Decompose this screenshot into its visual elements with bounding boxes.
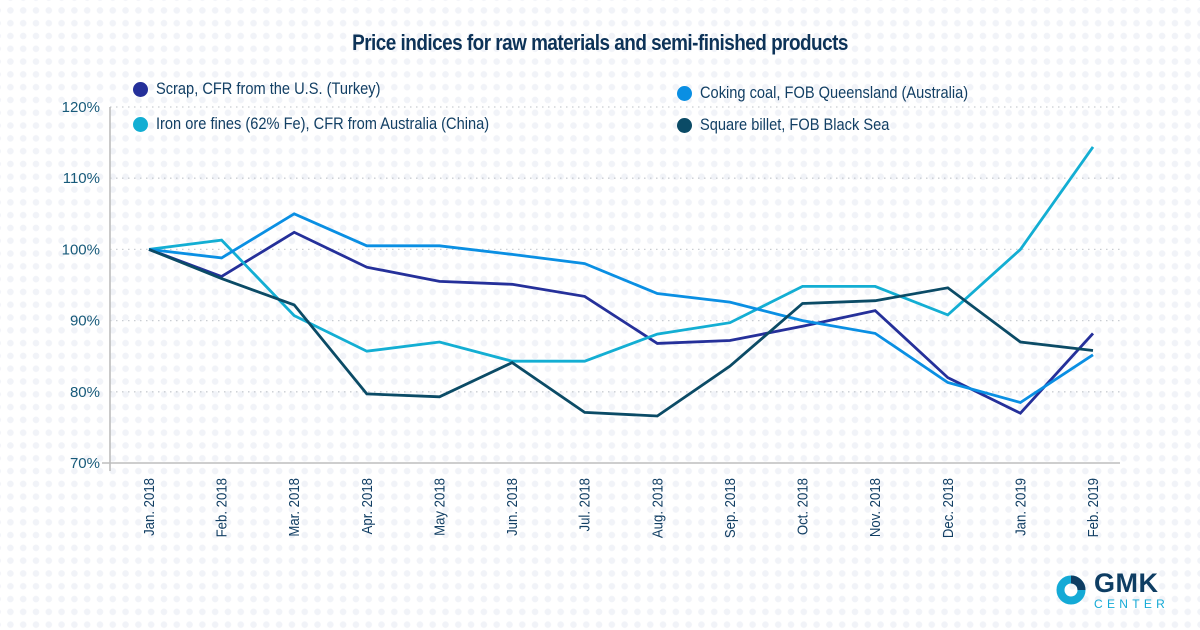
gridlines [110, 106, 1120, 393]
legend-item-scrap: Scrap, CFR from the U.S. (Turkey) [133, 79, 417, 99]
series-line-iron-ore-fines-fe- [148, 146, 1095, 363]
x-tick-label: Feb. 2018 [213, 478, 230, 538]
legend-marker-coking-coal [677, 85, 692, 101]
x-tick-label: Oct. 2018 [794, 478, 811, 535]
x-tick-label: Aug. 2018 [649, 478, 666, 538]
x-tick-label: May 2018 [431, 478, 448, 536]
x-tick-label: Jan. 2019 [1012, 478, 1029, 536]
series-line-coking-coal [148, 212, 1094, 405]
x-tick-label: Jul. 2018 [576, 478, 593, 532]
axes [102, 107, 1120, 471]
series-lines [148, 146, 1095, 418]
x-tick-label: Dec. 2018 [939, 478, 956, 538]
y-tick-label: 100% [62, 241, 100, 258]
y-tick-label: 90% [70, 313, 100, 330]
y-tick-label: 120% [62, 99, 100, 116]
legend-label-square-billet: Square billet, FOB Black Sea [700, 115, 890, 134]
logo-ring-icon [1056, 575, 1086, 605]
x-tick-label: Sep. 2018 [721, 478, 738, 538]
y-tick-label: 110% [63, 170, 100, 187]
legend-label-scrap: Scrap, CFR from the U.S. (Turkey) [156, 79, 381, 98]
x-tick-label: Nov. 2018 [866, 478, 883, 537]
x-tick-label: Jun. 2018 [503, 478, 520, 536]
y-tick-label: 70% [70, 455, 100, 472]
logo-text-primary: GMK [1094, 568, 1159, 598]
legend-label-coking-coal: Coking coal, FOB Queensland (Australia) [700, 83, 969, 102]
x-axis-ticks: Jan. 2018 Feb. 2018 Mar. 2018 Apr. 2018 May … [140, 478, 1101, 538]
legend-marker-scrap [133, 81, 148, 97]
legend-item-iron-ore: Iron ore fines (62% Fe), CFR from Austra… [133, 114, 543, 134]
x-tick-label: Feb. 2019 [1084, 478, 1101, 538]
legend-marker-square-billet [677, 117, 692, 133]
x-tick-label: Jan. 2018 [140, 478, 157, 536]
y-tick-label: 80% [70, 384, 100, 401]
series-line-square-billet [148, 248, 1094, 418]
x-tick-label: Apr. 2018 [358, 478, 375, 535]
legend-marker-iron-ore [133, 116, 148, 132]
legend-item-coking-coal: Coking coal, FOB Queensland (Australia) [677, 83, 1012, 103]
legend-label-iron-ore: Iron ore fines (62% Fe), CFR from Austra… [156, 114, 490, 133]
chart-title: Price indices for raw materials and semi… [352, 30, 848, 55]
x-tick-label: Mar. 2018 [285, 478, 302, 537]
gmk-center-logo: GMK CENTER [1056, 570, 1169, 610]
logo-text-secondary: CENTER [1094, 597, 1170, 611]
series-line-scrap [148, 230, 1095, 415]
y-axis-ticks: 70% 80% 90% 100% 110% 120% [62, 99, 100, 472]
legend-item-square-billet: Square billet, FOB Black Sea [677, 115, 920, 135]
